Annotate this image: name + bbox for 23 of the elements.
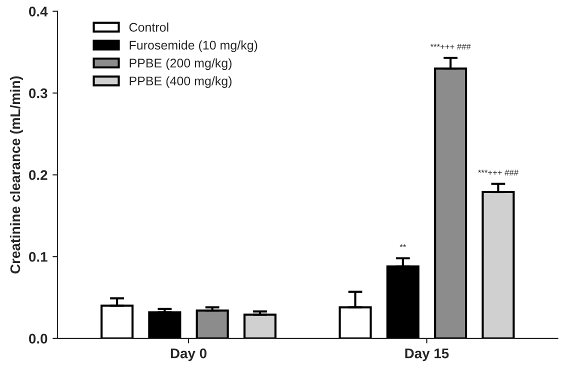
bar	[148, 311, 182, 338]
y-tick-label: 0.0	[29, 334, 48, 344]
x-tick-label: Day 15	[405, 348, 449, 362]
y-tick-label: 0.2	[29, 170, 48, 180]
y-axis-title: Creatinine clearance (mL/min)	[10, 76, 23, 274]
legend-label: Control	[129, 22, 168, 32]
legend-label: Furosemide (10 mg/kg)	[130, 40, 258, 52]
y-tick-label: 0.4	[29, 6, 48, 16]
legend-label: PPBE (200 mg/kg)	[130, 58, 232, 70]
bar	[100, 304, 134, 338]
bar	[243, 314, 277, 338]
annotation: **	[400, 244, 406, 248]
bar	[386, 265, 420, 338]
annotation: ***+++ ###	[478, 170, 518, 176]
bar	[196, 310, 229, 338]
annotation: ***+++ ###	[430, 44, 471, 50]
y-tick-label: 0.1	[29, 252, 48, 262]
y-tick-label: 0.3	[29, 88, 48, 98]
legend-label: PPBE (400 mg/kg)	[130, 76, 232, 88]
bar	[434, 67, 468, 338]
bar	[338, 306, 372, 338]
bar	[482, 190, 515, 338]
x-tick-label: Day 0	[170, 348, 206, 362]
